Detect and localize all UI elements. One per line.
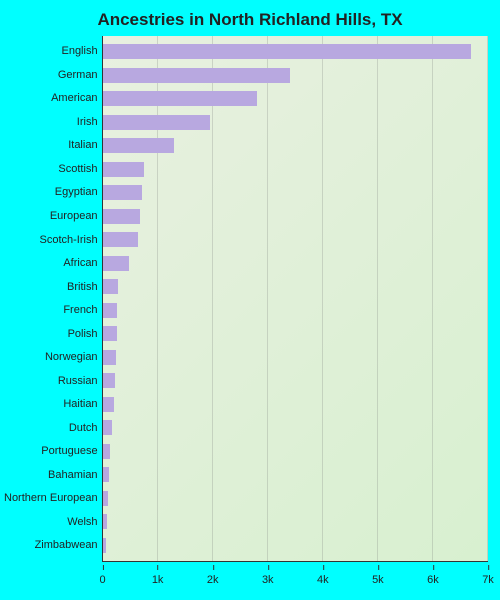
x-axis-ticks: 01k2k3k4k5k6k7k xyxy=(103,574,488,592)
bar-slot xyxy=(103,370,488,391)
x-tick-label: 1k xyxy=(152,574,164,586)
y-label: European xyxy=(4,206,98,227)
bar xyxy=(103,444,110,459)
x-tick: 6k xyxy=(427,574,439,586)
bar-slot xyxy=(103,347,488,368)
chart-title: Ancestries in North Richland Hills, TX xyxy=(0,0,500,36)
bar xyxy=(103,162,144,177)
x-tick: 3k xyxy=(262,574,274,586)
x-tick: 5k xyxy=(372,574,384,586)
bar-slot xyxy=(103,417,488,438)
bar-slot xyxy=(103,135,488,156)
y-axis-labels: English GermanAmerican IrishItalian Scottis… xyxy=(4,36,102,562)
bar-slot xyxy=(103,206,488,227)
bar xyxy=(103,467,110,482)
x-tick-mark xyxy=(378,565,379,570)
bar-slot xyxy=(103,253,488,274)
x-tick-label: 7k xyxy=(482,574,494,586)
x-axis: 0 1k 2k 3k 4k 5k 6k 7k xyxy=(0,570,500,600)
bars-group xyxy=(103,36,488,561)
bar-slot xyxy=(103,182,488,203)
x-tick: 7k xyxy=(482,574,494,586)
x-tick-label: 2k xyxy=(207,574,219,586)
bar xyxy=(103,303,118,318)
bar-slot xyxy=(103,159,488,180)
bar xyxy=(103,420,113,435)
x-tick: 2k xyxy=(207,574,219,586)
plot-area xyxy=(102,36,488,562)
x-tick-mark xyxy=(213,565,214,570)
x-tick-label: 4k xyxy=(317,574,329,586)
y-label: American xyxy=(4,88,98,109)
x-tick-mark xyxy=(433,565,434,570)
y-label: German xyxy=(4,65,98,86)
bar-slot xyxy=(103,441,488,462)
y-label: Haitian xyxy=(4,394,98,415)
y-label: Russian xyxy=(4,371,98,392)
bar xyxy=(103,68,290,83)
y-label: British xyxy=(4,277,98,298)
y-label: French xyxy=(4,300,98,321)
x-tick-mark xyxy=(268,565,269,570)
x-tick-label: 3k xyxy=(262,574,274,586)
bar-slot xyxy=(103,511,488,532)
x-tick-mark xyxy=(158,565,159,570)
y-label: Dutch xyxy=(4,418,98,439)
y-label: Scottish xyxy=(4,159,98,180)
bar-slot xyxy=(103,112,488,133)
y-label: Norwegian xyxy=(4,347,98,368)
bar xyxy=(103,232,139,247)
x-tick: 4k xyxy=(317,574,329,586)
x-tick-label: 6k xyxy=(427,574,439,586)
x-tick-label: 5k xyxy=(372,574,384,586)
x-tick: 1k xyxy=(152,574,164,586)
x-axis-spacer xyxy=(4,574,103,592)
y-label: Italian xyxy=(4,135,98,156)
bar xyxy=(103,44,472,59)
y-label: Bahamian xyxy=(4,465,98,486)
bar-slot xyxy=(103,535,488,556)
bar-slot xyxy=(103,464,488,485)
bar-slot xyxy=(103,488,488,509)
bar-slot xyxy=(103,65,488,86)
y-label: African xyxy=(4,253,98,274)
y-label: Welsh xyxy=(4,512,98,533)
bar xyxy=(103,115,210,130)
bar xyxy=(103,491,108,506)
bar xyxy=(103,514,107,529)
bar xyxy=(103,256,129,271)
bar xyxy=(103,326,117,341)
y-label: Scotch-Irish xyxy=(4,230,98,251)
bar xyxy=(103,138,175,153)
bar xyxy=(103,538,106,553)
y-label: Portuguese xyxy=(4,441,98,462)
bar-slot xyxy=(103,300,488,321)
bar xyxy=(103,185,143,200)
bar-slot xyxy=(103,394,488,415)
bar xyxy=(103,91,257,106)
bar-slot xyxy=(103,41,488,62)
x-tick-label: 0 xyxy=(100,574,106,586)
bar-slot xyxy=(103,276,488,297)
bar xyxy=(103,279,118,294)
chart-container: Ancestries in North Richland Hills, TX C… xyxy=(0,0,500,600)
x-tick-mark xyxy=(488,565,489,570)
chart-area: City-Data.com EnglishGermanAmericanIrish… xyxy=(0,36,500,570)
y-label: Egyptian xyxy=(4,182,98,203)
x-tick: 0 xyxy=(100,574,106,586)
bar xyxy=(103,350,117,365)
x-tick-mark xyxy=(103,565,104,570)
bar xyxy=(103,397,115,412)
bar-slot xyxy=(103,323,488,344)
y-label: Zimbabwean xyxy=(4,535,98,556)
x-tick-mark xyxy=(323,565,324,570)
y-label: English xyxy=(4,41,98,62)
bar-slot xyxy=(103,88,488,109)
bar xyxy=(103,373,116,388)
bar xyxy=(103,209,140,224)
y-label: Northern European xyxy=(4,488,98,509)
y-label: Polish xyxy=(4,324,98,345)
y-label: Irish xyxy=(4,112,98,133)
bar-slot xyxy=(103,229,488,250)
